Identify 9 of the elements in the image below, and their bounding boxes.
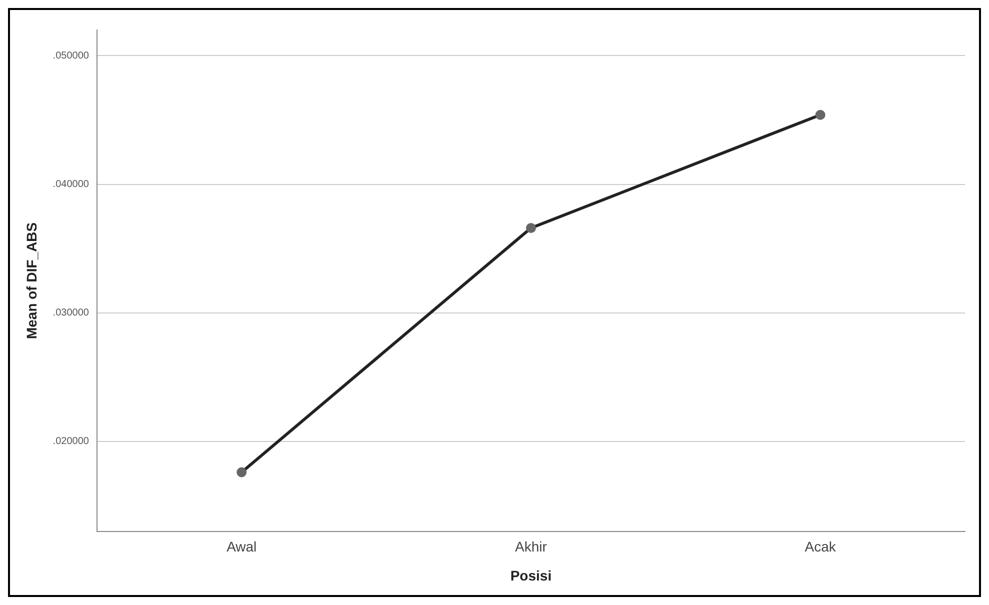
- x-axis-title: Posisi: [510, 567, 552, 584]
- y-tick-label: .030000: [52, 308, 90, 319]
- y-tick-label: .020000: [52, 436, 90, 448]
- x-tick-label: Akhir: [515, 538, 548, 555]
- x-tick-label: Acak: [804, 538, 837, 555]
- y-tick-label: .050000: [52, 50, 90, 62]
- x-tick-label: Awal: [226, 538, 257, 555]
- y-axis-title: Mean of DIF_ABS: [23, 222, 40, 340]
- y-tick-label: .040000: [52, 179, 90, 190]
